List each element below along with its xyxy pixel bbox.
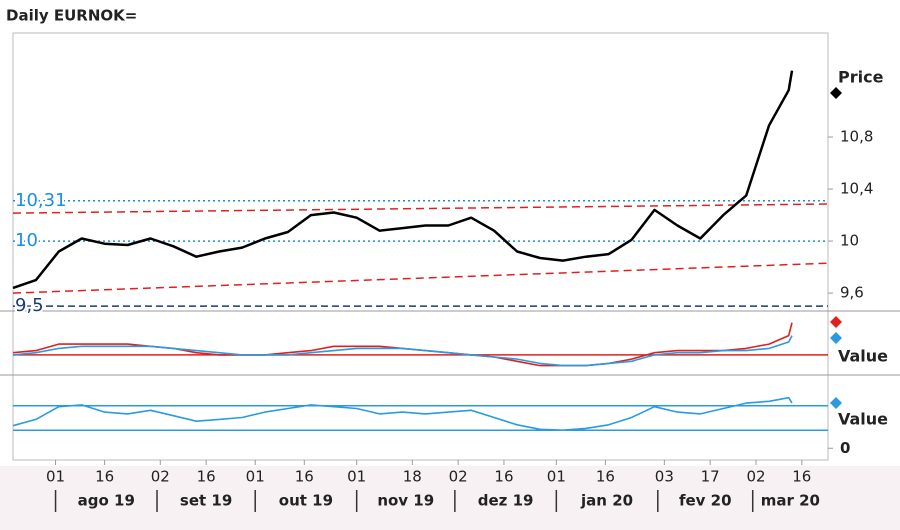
axis-band — [0, 466, 900, 530]
series-line — [12, 322, 793, 367]
x-tick-label: 01 — [246, 468, 265, 486]
month-label: set 19 — [180, 492, 232, 510]
y-tick-label: 0 — [840, 439, 850, 457]
legend-label: Price — [838, 68, 884, 87]
level-label: 10,31 — [15, 190, 67, 211]
y-tick-label: 9,6 — [840, 284, 864, 302]
x-tick-label: 02 — [449, 468, 468, 486]
x-tick-label: 17 — [701, 468, 720, 486]
level-label: 9,5 — [15, 295, 44, 316]
x-tick-label: 01 — [547, 468, 566, 486]
series-line — [12, 396, 793, 431]
x-tick-label: 18 — [403, 468, 422, 486]
x-tick-label: 16 — [295, 468, 314, 486]
legend-marker — [830, 316, 842, 328]
trend-line — [12, 203, 829, 214]
x-tick-label: 02 — [746, 468, 765, 486]
y-tick-label: 10,4 — [840, 180, 873, 198]
x-tick-label: 16 — [494, 468, 513, 486]
x-tick-label: 16 — [596, 468, 615, 486]
month-label: jan 20 — [580, 492, 633, 510]
level-label: 10 — [15, 230, 38, 251]
plot-frame — [12, 32, 829, 461]
month-label: dez 19 — [478, 492, 534, 510]
x-tick-label: 02 — [151, 468, 170, 486]
legend-marker — [830, 332, 842, 344]
y-tick-label: 10,8 — [840, 128, 873, 146]
series-line — [12, 335, 793, 367]
trend-line — [12, 262, 829, 294]
x-tick-label: 16 — [197, 468, 216, 486]
chart-title: Daily EURNOK= — [6, 7, 137, 25]
x-tick-label: 03 — [655, 468, 674, 486]
legend-marker — [830, 397, 842, 409]
legend-marker — [830, 87, 842, 99]
month-label: ago 19 — [78, 492, 135, 510]
legend-label: Value — [838, 410, 888, 429]
month-label: out 19 — [279, 492, 333, 510]
legend-label: Value — [838, 347, 888, 366]
x-tick-label: 01 — [46, 468, 65, 486]
x-tick-label: 16 — [792, 468, 811, 486]
series-line — [12, 70, 794, 290]
x-tick-label: 16 — [95, 468, 114, 486]
month-label: mar 20 — [761, 492, 820, 510]
month-label: fev 20 — [679, 492, 732, 510]
month-label: nov 19 — [377, 492, 434, 510]
y-tick-label: 10 — [840, 232, 859, 250]
x-tick-label: 01 — [347, 468, 366, 486]
